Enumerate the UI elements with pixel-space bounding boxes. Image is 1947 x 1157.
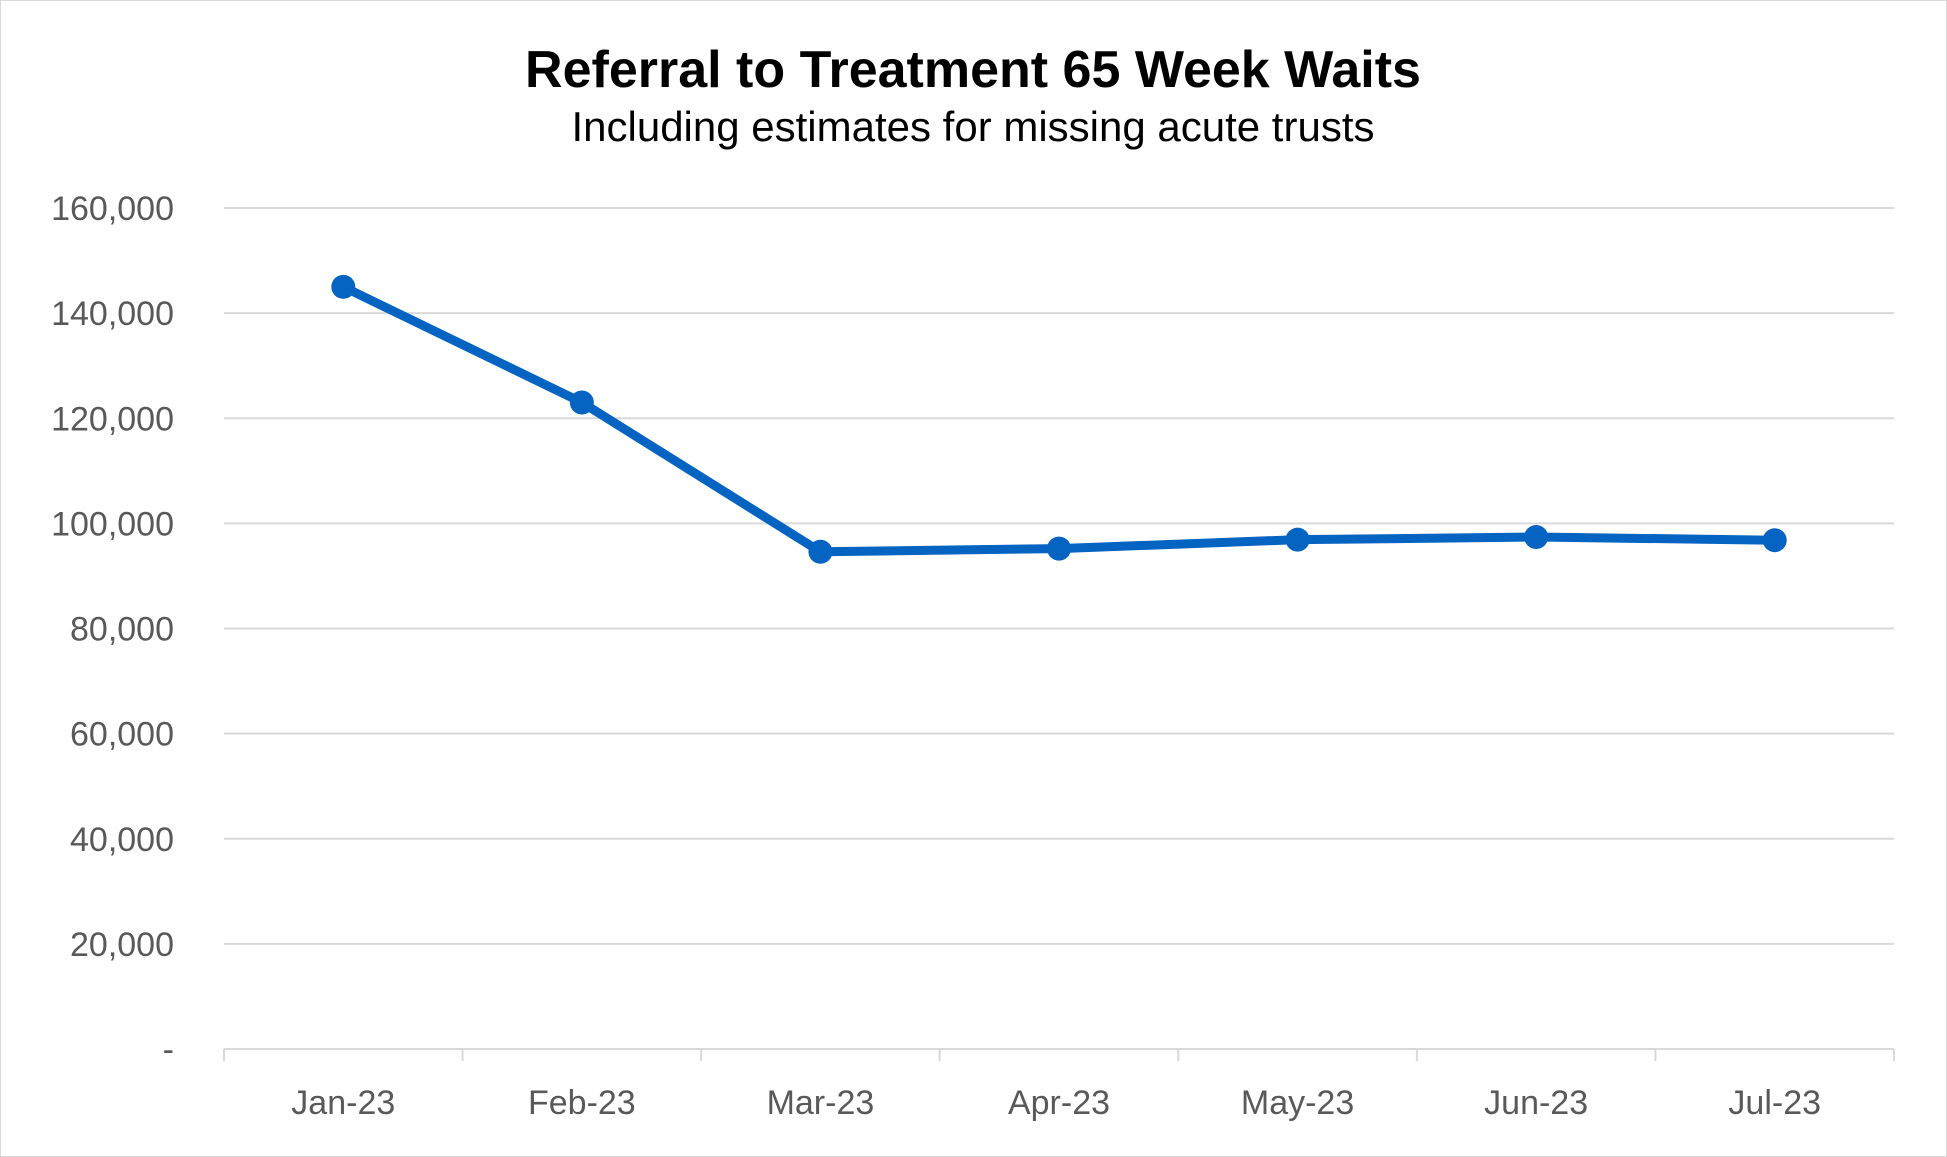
data-point: [331, 274, 356, 299]
chart-title: Referral to Treatment 65 Week Waits: [525, 41, 1421, 99]
x-axis-labels: Jan-23 Feb-23 Mar-23 Apr-23 May-23 Jun-23 Jul-…: [291, 1084, 1821, 1122]
data-point: [1047, 536, 1071, 561]
data-point: [808, 539, 833, 564]
x-tick-label: Apr-23: [1008, 1084, 1110, 1122]
x-tick-label: Jun-23: [1484, 1084, 1588, 1122]
series-group: [331, 274, 1787, 564]
data-point: [1762, 528, 1787, 553]
x-tick-label: May-23: [1241, 1084, 1354, 1122]
x-tick-label: Jul-23: [1728, 1084, 1821, 1122]
x-tick-label: Feb-23: [528, 1084, 636, 1122]
y-tick-label: 140,000: [51, 295, 174, 333]
y-tick-label: 80,000: [70, 611, 174, 649]
y-tick-label: 20,000: [70, 926, 174, 964]
gridlines: [224, 207, 1894, 945]
x-axis: [223, 1048, 1895, 1061]
x-tick-label: Jan-23: [291, 1084, 395, 1122]
y-tick-label: 160,000: [51, 190, 174, 228]
y-tick-label: -: [163, 1031, 174, 1069]
y-tick-label: 100,000: [51, 505, 174, 543]
x-tick-label: Mar-23: [767, 1084, 875, 1122]
data-point: [1524, 525, 1549, 550]
series-line: [338, 282, 1780, 557]
data-point: [569, 390, 594, 415]
y-tick-label: 40,000: [70, 821, 174, 859]
y-tick-label: 60,000: [70, 716, 174, 754]
y-axis-labels: - 20,000 40,000 60,000 80,000 100,000 120,000 1…: [51, 190, 174, 1069]
y-tick-label: 120,000: [51, 400, 174, 438]
chart-subtitle: Including estimates for missing acute tr…: [571, 103, 1374, 150]
data-point: [1285, 527, 1310, 552]
